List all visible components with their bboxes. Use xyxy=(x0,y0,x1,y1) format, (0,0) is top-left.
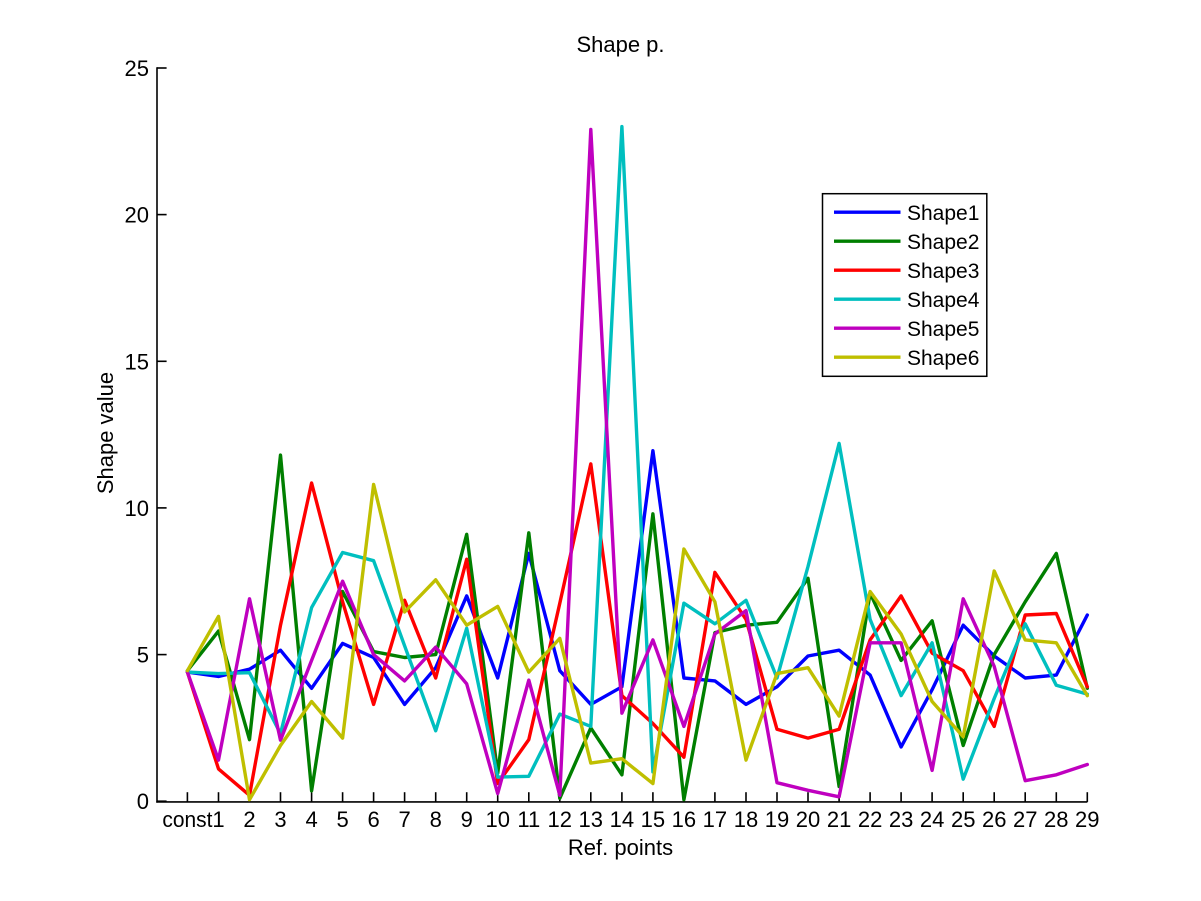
svg-text:Ref. points: Ref. points xyxy=(568,835,673,860)
svg-text:Shape6: Shape6 xyxy=(907,347,979,370)
svg-text:28: 28 xyxy=(1044,807,1068,832)
svg-text:Shape2: Shape2 xyxy=(907,231,979,254)
svg-text:20: 20 xyxy=(125,203,149,228)
svg-text:15: 15 xyxy=(641,807,665,832)
svg-text:2: 2 xyxy=(243,807,255,832)
svg-text:Shape p.: Shape p. xyxy=(576,32,664,57)
svg-text:Shape value: Shape value xyxy=(93,372,118,494)
svg-text:18: 18 xyxy=(734,807,758,832)
svg-text:0: 0 xyxy=(137,789,149,814)
svg-text:9: 9 xyxy=(461,807,473,832)
svg-text:10: 10 xyxy=(125,496,149,521)
svg-text:25: 25 xyxy=(125,56,149,81)
svg-text:27: 27 xyxy=(1013,807,1037,832)
svg-text:11: 11 xyxy=(517,807,540,832)
svg-text:24: 24 xyxy=(920,807,944,832)
svg-text:3: 3 xyxy=(274,807,286,832)
svg-text:1: 1 xyxy=(212,807,224,832)
svg-text:23: 23 xyxy=(889,807,913,832)
svg-text:5: 5 xyxy=(137,643,149,668)
svg-text:5: 5 xyxy=(336,807,348,832)
svg-text:8: 8 xyxy=(430,807,442,832)
svg-text:29: 29 xyxy=(1075,807,1099,832)
svg-text:16: 16 xyxy=(672,807,696,832)
svg-text:14: 14 xyxy=(610,807,634,832)
svg-text:Shape3: Shape3 xyxy=(907,260,979,283)
svg-text:7: 7 xyxy=(398,807,410,832)
svg-text:const: const xyxy=(162,807,212,832)
svg-text:21: 21 xyxy=(827,807,851,832)
svg-text:Shape1: Shape1 xyxy=(907,202,979,225)
svg-text:13: 13 xyxy=(579,807,603,832)
svg-text:22: 22 xyxy=(858,807,882,832)
svg-text:Shape5: Shape5 xyxy=(907,318,979,341)
svg-text:10: 10 xyxy=(485,807,509,832)
svg-text:17: 17 xyxy=(703,807,727,832)
svg-text:25: 25 xyxy=(951,807,975,832)
svg-text:20: 20 xyxy=(796,807,820,832)
svg-text:4: 4 xyxy=(305,807,317,832)
svg-text:6: 6 xyxy=(367,807,379,832)
svg-text:15: 15 xyxy=(125,349,149,374)
svg-text:Shape4: Shape4 xyxy=(907,289,980,312)
svg-text:19: 19 xyxy=(765,807,789,832)
svg-text:12: 12 xyxy=(548,807,572,832)
svg-text:26: 26 xyxy=(982,807,1006,832)
